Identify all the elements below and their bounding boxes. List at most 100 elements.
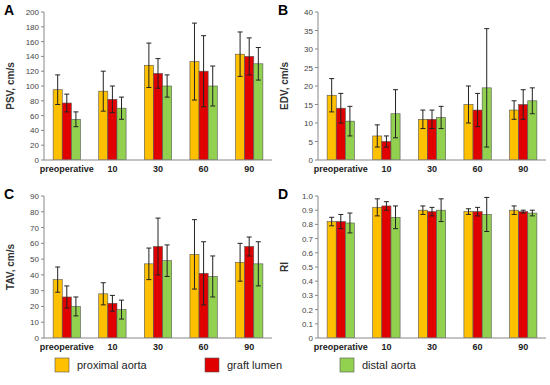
x-tick-label: 90 bbox=[244, 164, 254, 174]
error-bar bbox=[475, 93, 480, 126]
y-axis bbox=[318, 196, 319, 338]
figure: APSV, cm/s020406080100120140160180200pre… bbox=[0, 0, 550, 385]
legend-swatch bbox=[205, 358, 219, 372]
error-bar bbox=[375, 125, 380, 147]
panel-title: A bbox=[4, 2, 14, 18]
error-bar bbox=[521, 90, 526, 120]
legend-label: graft lumen bbox=[227, 359, 282, 371]
error-bar bbox=[430, 207, 435, 216]
bar bbox=[327, 222, 336, 338]
y-tick-label: 1.0 bbox=[302, 192, 314, 201]
error-bar bbox=[192, 220, 197, 289]
x-tick-label: 90 bbox=[244, 342, 254, 352]
y-tick-label: 100 bbox=[26, 82, 40, 91]
x-tick-label: 30 bbox=[153, 342, 163, 352]
legend-swatch bbox=[340, 358, 354, 372]
y-tick-label: 180 bbox=[26, 23, 40, 32]
panel-title: C bbox=[4, 186, 14, 202]
error-bar bbox=[146, 248, 151, 280]
bar bbox=[437, 210, 446, 338]
error-bar bbox=[247, 38, 252, 75]
error-bar bbox=[512, 101, 517, 120]
y-tick-label: 20 bbox=[304, 82, 313, 91]
y-tick-label: 0.4 bbox=[302, 277, 314, 286]
y-axis-label: RI bbox=[279, 262, 290, 272]
error-bar bbox=[521, 210, 526, 213]
y-tick-label: 60 bbox=[30, 239, 39, 248]
x-tick-label: 30 bbox=[153, 164, 163, 174]
y-tick-label: 20 bbox=[30, 141, 39, 150]
y-tick-label: 5 bbox=[309, 138, 314, 147]
error-bar bbox=[165, 75, 170, 97]
y-axis-label: EDV, cm/s bbox=[279, 62, 290, 110]
x-axis bbox=[318, 160, 546, 161]
y-tick-label: 0.8 bbox=[302, 220, 314, 229]
error-bar bbox=[484, 197, 489, 231]
error-bar bbox=[430, 110, 435, 129]
bar bbox=[245, 246, 254, 338]
error-bar bbox=[192, 23, 197, 100]
error-bar bbox=[101, 71, 106, 111]
x-axis bbox=[44, 160, 272, 161]
panel: CTAV, cm/s0102030405060708090preoperativ… bbox=[4, 186, 272, 352]
error-bar bbox=[55, 75, 60, 105]
y-tick-label: 160 bbox=[26, 38, 40, 47]
panel: APSV, cm/s020406080100120140160180200pre… bbox=[4, 2, 272, 174]
x-tick-label: preoperative bbox=[314, 342, 368, 352]
error-bar bbox=[64, 286, 69, 308]
error-bar bbox=[466, 86, 471, 123]
error-bar bbox=[238, 32, 243, 76]
error-bar bbox=[201, 242, 206, 305]
error-bar bbox=[393, 206, 398, 229]
y-tick-label: 50 bbox=[30, 255, 39, 264]
error-bar bbox=[64, 94, 69, 112]
error-bar bbox=[393, 90, 398, 138]
error-bar bbox=[156, 218, 161, 275]
error-bar bbox=[146, 43, 151, 87]
x-tick-label: 60 bbox=[473, 164, 483, 174]
bar bbox=[482, 214, 491, 338]
y-tick-label: 35 bbox=[304, 27, 313, 36]
error-bar bbox=[256, 242, 261, 286]
x-tick-label: 90 bbox=[518, 164, 528, 174]
bar bbox=[336, 222, 345, 338]
x-tick-label: 60 bbox=[473, 342, 483, 352]
error-bar bbox=[256, 48, 261, 81]
error-bar bbox=[439, 199, 444, 222]
panel: BEDV, cm/s0510152025303540preoperative10… bbox=[278, 2, 546, 174]
error-bar bbox=[119, 300, 124, 319]
x-axis bbox=[318, 338, 546, 339]
legend-swatch bbox=[55, 358, 69, 372]
error-bar bbox=[110, 86, 115, 113]
y-tick-label: 30 bbox=[304, 45, 313, 54]
y-axis bbox=[318, 12, 319, 160]
y-tick-label: 200 bbox=[26, 8, 40, 17]
y-tick-label: 90 bbox=[30, 192, 39, 201]
error-bar bbox=[384, 202, 389, 211]
legend-label: distal aorta bbox=[362, 359, 417, 371]
error-bar bbox=[420, 110, 425, 129]
error-bar bbox=[439, 106, 444, 128]
bar bbox=[519, 212, 528, 338]
error-bar bbox=[475, 207, 480, 216]
error-bar bbox=[156, 59, 161, 89]
x-tick-label: 60 bbox=[199, 342, 209, 352]
y-tick-label: 0.5 bbox=[302, 263, 314, 272]
x-tick-label: preoperative bbox=[40, 342, 94, 352]
error-bar bbox=[329, 217, 334, 226]
error-bar bbox=[73, 297, 78, 316]
error-bar bbox=[210, 66, 215, 106]
error-bar bbox=[347, 213, 352, 233]
x-tick-label: preoperative bbox=[314, 164, 368, 174]
marks bbox=[53, 218, 263, 338]
y-tick-label: 0.1 bbox=[302, 320, 314, 329]
y-tick-label: 40 bbox=[304, 8, 313, 17]
legend-label: proximal aorta bbox=[77, 359, 148, 371]
x-tick-label: 10 bbox=[107, 342, 117, 352]
y-tick-label: 140 bbox=[26, 52, 40, 61]
y-tick-label: 120 bbox=[26, 67, 40, 76]
x-tick-label: 90 bbox=[518, 342, 528, 352]
x-tick-label: 10 bbox=[107, 164, 117, 174]
y-tick-label: 10 bbox=[30, 318, 39, 327]
legend: proximal aorta graft lumen distal aorta bbox=[55, 358, 417, 372]
